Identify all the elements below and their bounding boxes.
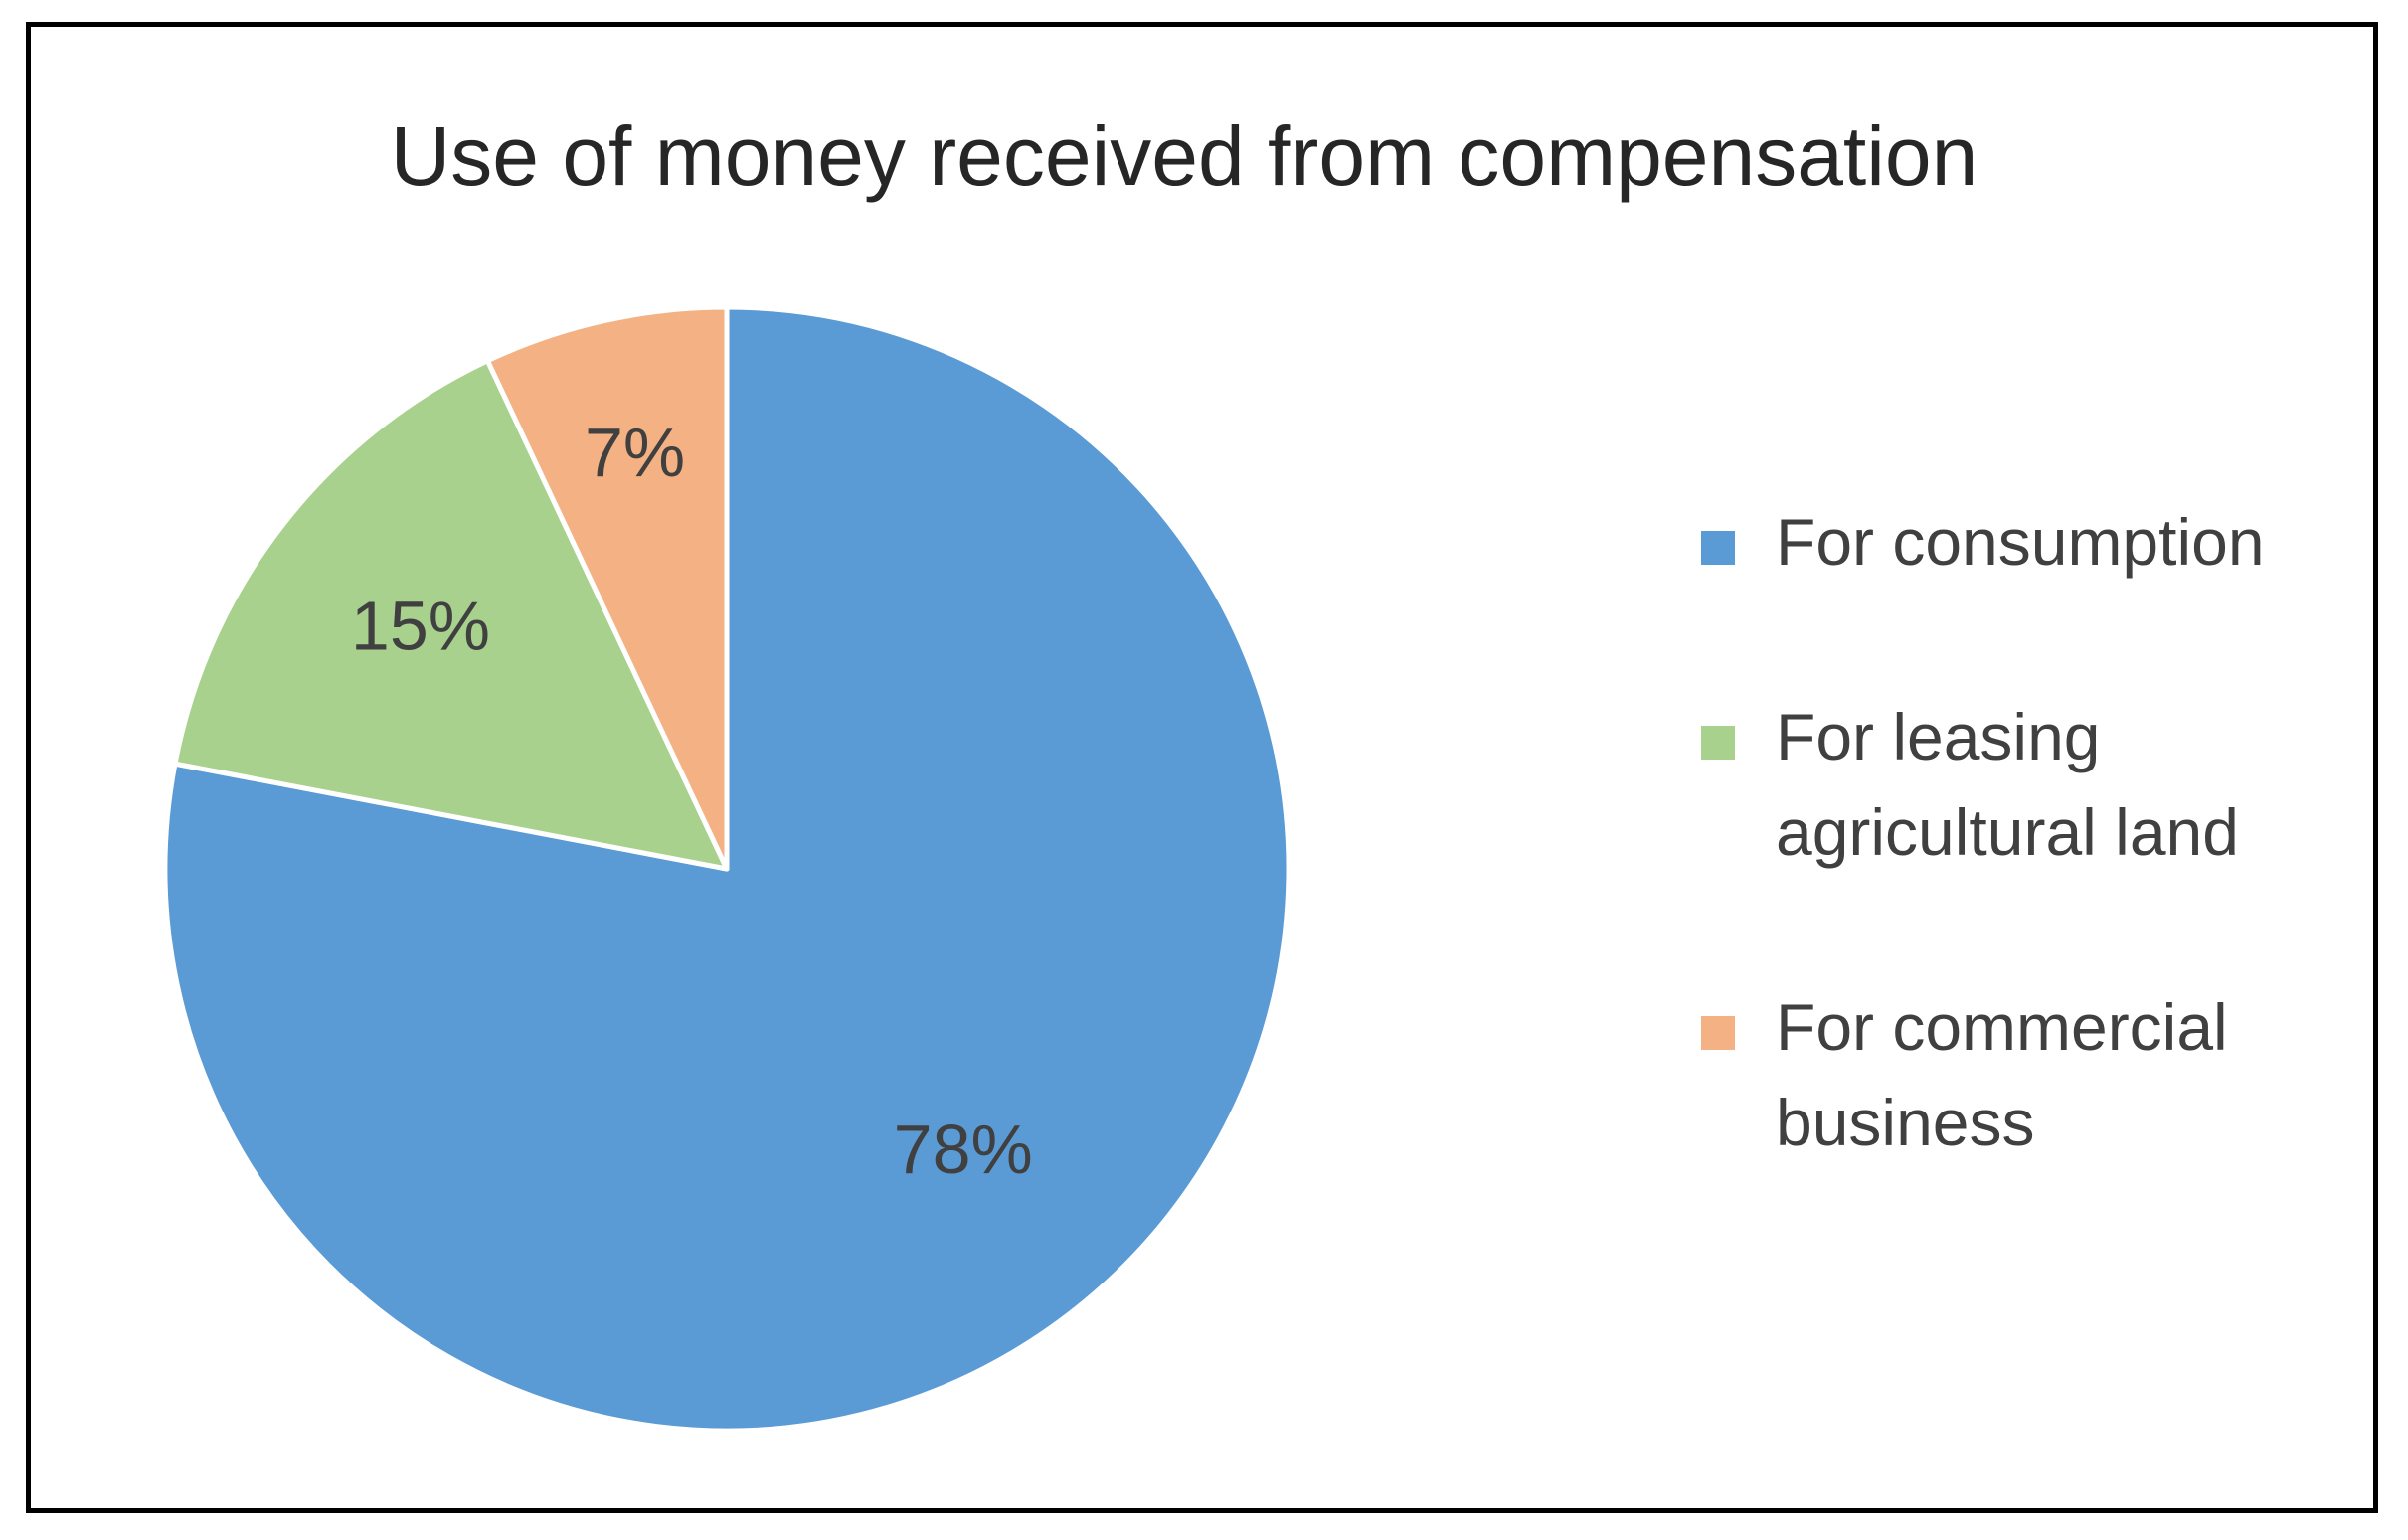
pie-slices [162, 304, 1291, 1434]
pie-chart: 78% 15% 7% [162, 304, 1291, 1434]
legend: For consumption For leasing agricultural… [1701, 494, 2337, 1170]
chart-frame: Use of money received from compensation … [26, 22, 2378, 1513]
legend-label: For commercial business [1776, 990, 2228, 1159]
legend-label: For leasing agricultural land [1776, 700, 2239, 869]
pie-slice-commercial [484, 304, 730, 872]
legend-swatch-consumption [1701, 531, 1735, 565]
legend-swatch-leasing [1701, 726, 1735, 760]
data-label-leasing: 15% [351, 588, 490, 665]
pie-slice-leasing [172, 358, 730, 872]
legend-item-leasing: For leasing agricultural land [1701, 689, 2337, 880]
legend-swatch-commercial [1701, 1016, 1735, 1050]
legend-label: For consumption [1776, 505, 2265, 579]
data-label-consumption: 78% [894, 1111, 1033, 1188]
data-label-commercial: 7% [585, 414, 685, 491]
legend-item-consumption: For consumption [1701, 494, 2337, 590]
pie-labels: 78% 15% 7% [351, 414, 1033, 1188]
legend-item-commercial: For commercial business [1701, 979, 2337, 1170]
chart-title: Use of money received from compensation [390, 109, 1978, 203]
